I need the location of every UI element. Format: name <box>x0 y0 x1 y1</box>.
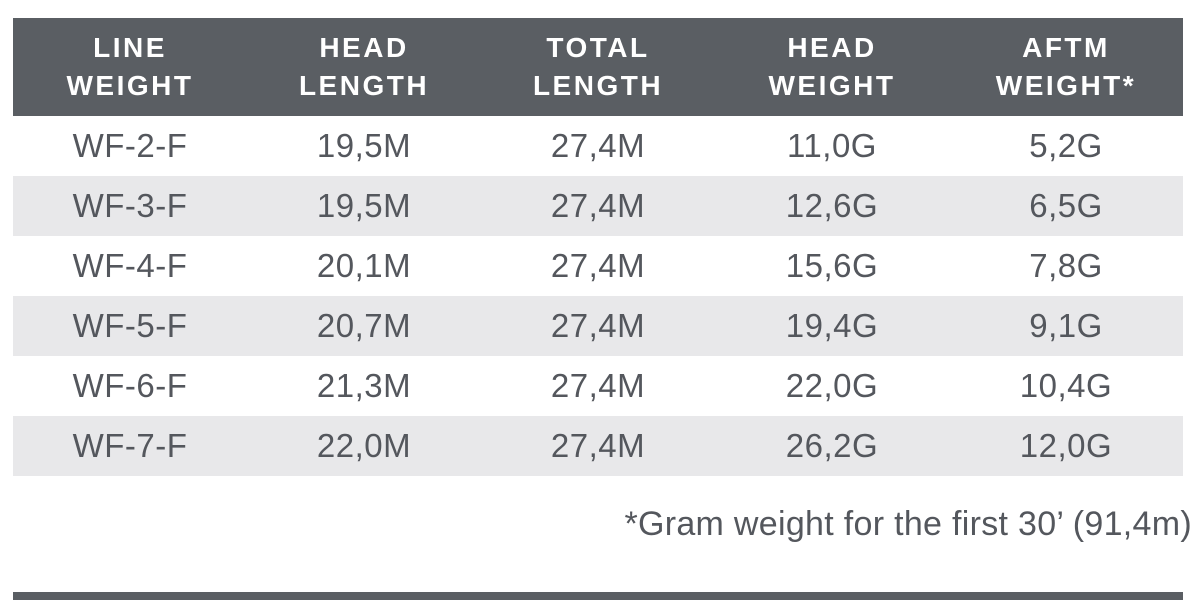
table-body: WF-2-F 19,5M 27,4M 11,0G 5,2G WF-3-F 19,5M 27,4… <box>13 116 1183 476</box>
table-cell: 22,0M <box>316 427 412 464</box>
table-row: WF-6-F 21,3M 27,4M 22,0G 10,4G <box>13 356 1183 416</box>
table-cell: 27,4M <box>550 247 646 284</box>
table-cell: 10,4G <box>1019 367 1113 404</box>
table-row: WF-4-F 20,1M 27,4M 15,6G 7,8G <box>13 236 1183 296</box>
table-cell: 19,5M <box>316 187 412 224</box>
table-cell: WF-7-F <box>72 427 188 464</box>
table-cell: 27,4M <box>550 307 646 344</box>
table-cell: 9,1G <box>1029 307 1103 344</box>
line-spec-table: LINE WEIGHT HEAD LENGTH TOTAL LENGTH HEAD W… <box>13 18 1183 476</box>
bottom-bar <box>13 592 1183 600</box>
table-cell: 20,1M <box>316 247 412 284</box>
table-row: WF-3-F 19,5M 27,4M 12,6G 6,5G <box>13 176 1183 236</box>
table-cell: 19,5M <box>316 127 412 164</box>
table-cell: 26,2G <box>785 427 879 464</box>
column-header: TOTAL LENGTH <box>532 32 664 101</box>
column-header: AFTM WEIGHT* <box>995 32 1137 101</box>
table-cell: 15,6G <box>785 247 879 284</box>
table-cell: WF-2-F <box>72 127 188 164</box>
table-row: WF-7-F 22,0M 27,4M 26,2G 12,0G <box>13 416 1183 476</box>
table-cell: 5,2G <box>1029 127 1103 164</box>
table-cell: 22,0G <box>785 367 879 404</box>
table-header-row: LINE WEIGHT HEAD LENGTH TOTAL LENGTH HEAD W… <box>13 18 1183 116</box>
table-cell: WF-4-F <box>72 247 188 284</box>
table-cell: 7,8G <box>1029 247 1103 284</box>
column-header: HEAD LENGTH <box>298 32 430 101</box>
table-cell: WF-6-F <box>72 367 188 404</box>
table-cell: 19,4G <box>785 307 879 344</box>
table-cell: 12,6G <box>785 187 879 224</box>
table-cell: 27,4M <box>550 187 646 224</box>
table-cell: 12,0G <box>1019 427 1113 464</box>
footnote: *Gram weight for the first 30’ (91,4m) <box>624 505 1192 543</box>
table-cell: WF-3-F <box>72 187 188 224</box>
table-row: WF-5-F 20,7M 27,4M 19,4G 9,1G <box>13 296 1183 356</box>
table-row: WF-2-F 19,5M 27,4M 11,0G 5,2G <box>13 116 1183 176</box>
column-header: LINE WEIGHT <box>66 32 194 101</box>
table-cell: 20,7M <box>316 307 412 344</box>
table-cell: WF-5-F <box>72 307 188 344</box>
table-cell: 21,3M <box>316 367 412 404</box>
table-cell: 6,5G <box>1029 187 1103 224</box>
table-cell: 27,4M <box>550 127 646 164</box>
table-cell: 27,4M <box>550 367 646 404</box>
table-cell: 11,0G <box>787 127 877 164</box>
table-cell: 27,4M <box>550 427 646 464</box>
column-header: HEAD WEIGHT <box>768 32 896 101</box>
